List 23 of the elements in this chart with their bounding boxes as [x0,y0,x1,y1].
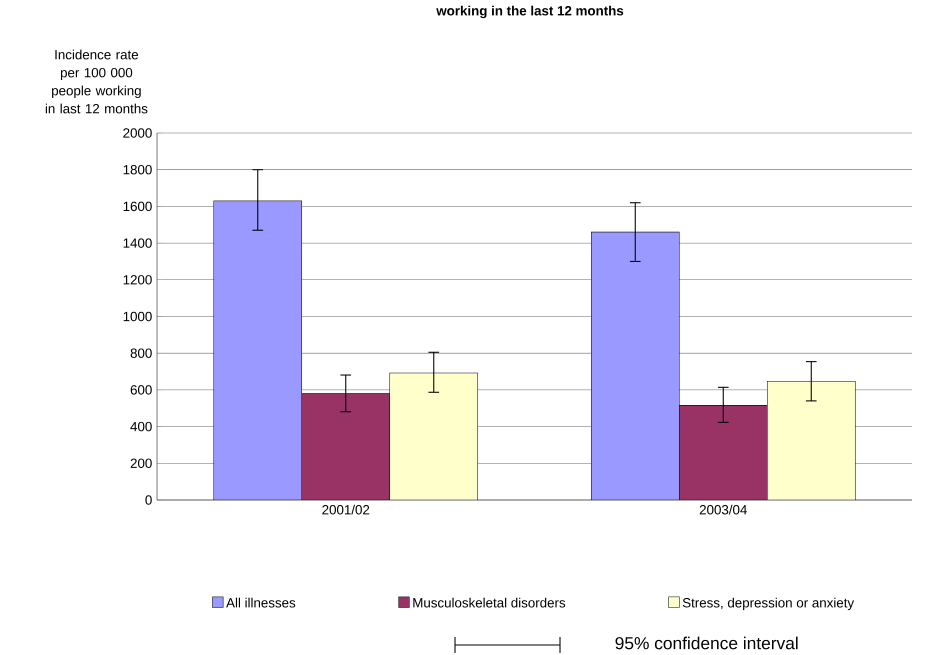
y-tick-label: 800 [130,348,152,358]
text: 95% confidence interval [616,636,798,650]
y-tick-label: 200 [130,458,152,468]
y-tick-label: 1200 [124,275,152,285]
y-tick-label: 1400 [124,238,152,248]
y-tick-label: 1000 [124,312,152,322]
legend-label: All illnesses [226,598,296,608]
x-tick-label: 2003/04 [700,504,747,514]
bar [590,232,680,500]
chart-title: working in the last 12 months [436,6,624,18]
bar [678,405,768,500]
y-tick-label: 0 [145,495,152,505]
y-tick-label: 1600 [124,202,152,212]
y-tick-label: 400 [130,422,152,432]
y-tick-label: 2000 [123,128,152,138]
y-tick-label: 600 [130,385,152,395]
legend-label: Stress, depression or anxiety [682,598,854,610]
bar [302,394,390,500]
y-axis-title: Incidence rate per 100 000 people working in last 12 months [46,50,148,114]
bar [214,200,302,500]
legend-label: Musculoskeletal disorders [413,598,566,608]
y-tick-label: 1800 [124,164,152,174]
x-tick-label: 2001/02 [322,504,370,514]
